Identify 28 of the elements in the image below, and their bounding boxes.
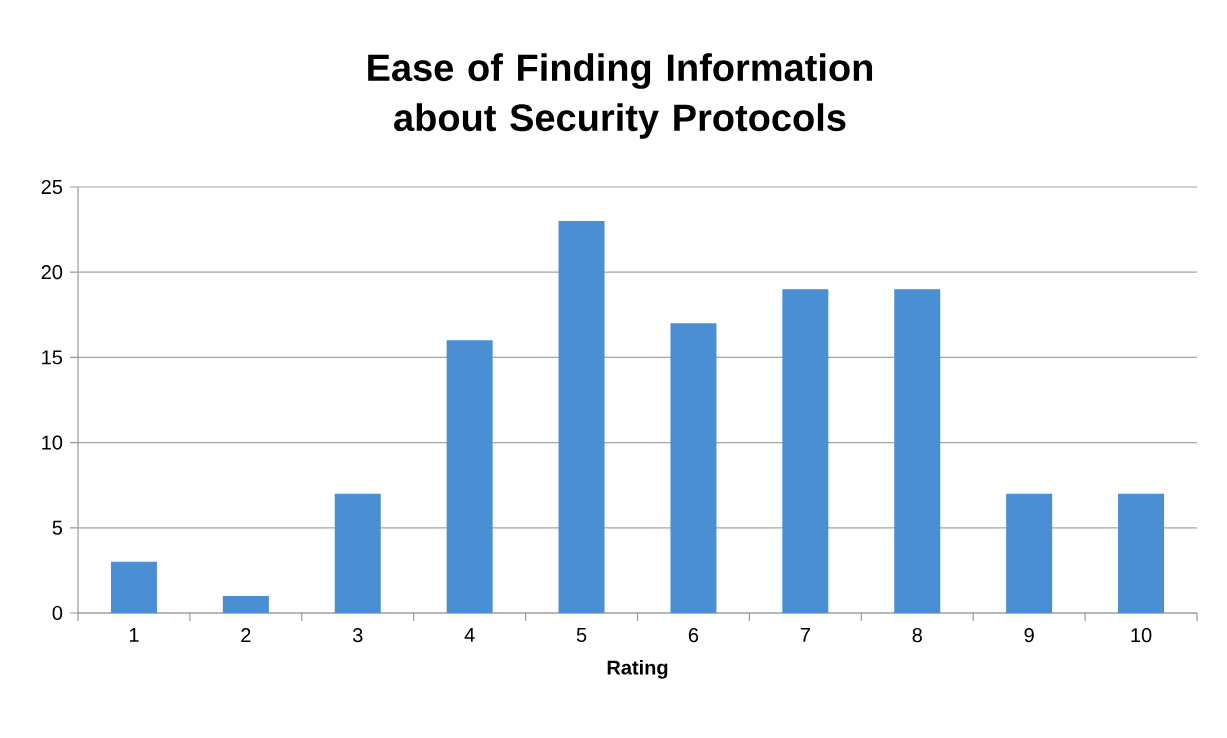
x-axis-title: Rating: [607, 659, 668, 679]
x-tick-label: 5: [576, 628, 587, 642]
bar: [222, 595, 269, 613]
x-tick-label: 9: [1024, 628, 1034, 643]
bar: [670, 323, 717, 613]
x-tick-label: 3: [352, 628, 363, 643]
x-tick-label: 10: [1131, 628, 1152, 643]
y-tick-label: 25: [41, 179, 63, 195]
bar: [1006, 493, 1053, 613]
y-tick-label: 15: [42, 350, 63, 365]
y-tick-label: 10: [42, 435, 63, 450]
x-tick-label: 6: [688, 628, 699, 643]
x-tick-label: 7: [800, 628, 810, 642]
bar: [110, 561, 157, 613]
bar: [558, 221, 605, 613]
y-tick-label: 20: [41, 265, 63, 280]
bar: [334, 493, 381, 613]
y-tick-label: 5: [52, 520, 63, 535]
bar: [1118, 493, 1165, 613]
x-tick-label: 4: [464, 628, 475, 642]
bar: [782, 289, 829, 613]
x-tick-label: 8: [912, 628, 922, 643]
chart-title: Ease of Finding Information about Security Protocols: [368, 53, 873, 139]
bar: [894, 289, 941, 613]
bar: [446, 340, 493, 613]
x-tick-label: 1: [129, 628, 139, 642]
x-tick-label: 2: [241, 628, 251, 643]
y-tick-label: 0: [52, 605, 63, 621]
